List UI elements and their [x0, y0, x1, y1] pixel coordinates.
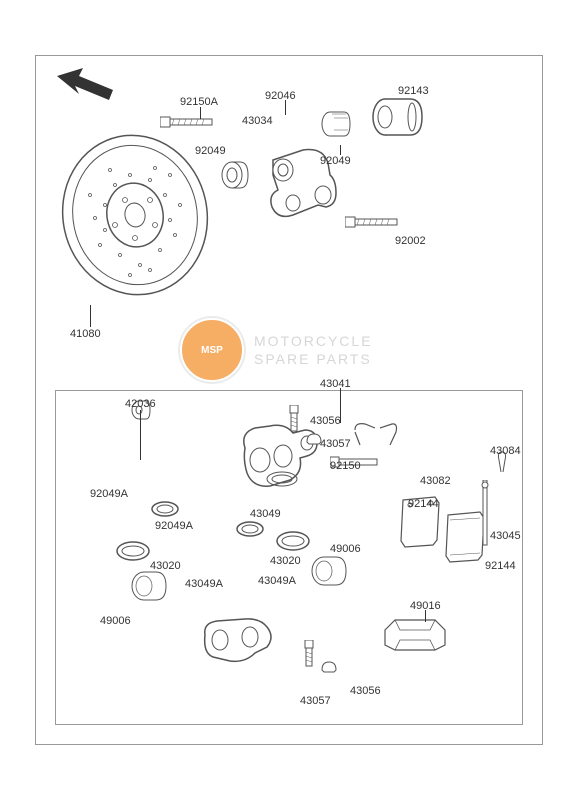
label-49006-b: 49006: [100, 615, 131, 627]
label-43049: 43049: [250, 508, 281, 520]
watermark-text: MOTORCYCLE SPARE PARTS: [254, 332, 373, 368]
label-92144-b: 92144: [485, 560, 516, 572]
bleed-valve-1: [285, 405, 303, 435]
label-43084: 43084: [490, 445, 521, 457]
seal-ring-1: [115, 540, 151, 562]
leader: [425, 610, 426, 622]
label-42036: 42036: [125, 398, 156, 410]
dust-seal: [265, 470, 300, 488]
label-43057-a: 43057: [320, 438, 351, 450]
leader: [90, 305, 91, 327]
pad-clip: [350, 420, 400, 455]
watermark-badge: MSP: [180, 318, 244, 382]
label-43034: 43034: [242, 115, 273, 127]
badge-text: MSP: [201, 345, 223, 356]
label-92150A: 92150A: [180, 96, 218, 108]
label-43082: 43082: [420, 475, 451, 487]
label-43056-b: 43056: [350, 685, 381, 697]
pad-pin: [480, 480, 490, 550]
bleed-valve-2: [300, 640, 318, 670]
label-43045: 43045: [490, 530, 521, 542]
label-43057-b: 43057: [300, 695, 331, 707]
label-92143: 92143: [398, 85, 429, 97]
label-92150: 92150: [330, 460, 361, 472]
bolt-1: [160, 115, 215, 129]
label-43041: 43041: [320, 378, 351, 390]
seal-ring-2: [275, 530, 311, 552]
boot-1: [150, 500, 180, 518]
label-43020-b: 43020: [150, 560, 181, 572]
label-92002: 92002: [395, 235, 426, 247]
piston-2: [310, 555, 348, 587]
label-92046: 92046: [265, 90, 296, 102]
piston-1: [130, 570, 168, 602]
label-92144-a: 92144: [408, 498, 439, 510]
leader: [340, 145, 341, 155]
label-43020-a: 43020: [270, 555, 301, 567]
label-49006-a: 49006: [330, 543, 361, 555]
label-92049-b: 92049: [320, 155, 351, 167]
bushing: [370, 95, 425, 140]
label-92049A-b: 92049A: [155, 520, 193, 532]
leader: [200, 107, 201, 119]
watermark: MSP MOTORCYCLE SPARE PARTS: [180, 310, 440, 390]
label-43056-a: 43056: [310, 415, 341, 427]
label-41080: 41080: [70, 328, 101, 340]
leader: [285, 100, 286, 115]
leader: [140, 410, 141, 460]
leader: [340, 388, 341, 423]
boot-2: [235, 520, 265, 538]
oil-seal: [220, 160, 252, 190]
label-92049A-a: 92049A: [90, 488, 128, 500]
bolt-2: [345, 215, 400, 229]
needle-bearing: [320, 110, 352, 138]
pad-spring: [380, 615, 450, 655]
bleed-cap-2: [320, 660, 338, 674]
label-43049A-b: 43049A: [185, 578, 223, 590]
label-92049-a: 92049: [195, 145, 226, 157]
label-43049A-a: 43049A: [258, 575, 296, 587]
caliper-bottom: [195, 615, 285, 670]
